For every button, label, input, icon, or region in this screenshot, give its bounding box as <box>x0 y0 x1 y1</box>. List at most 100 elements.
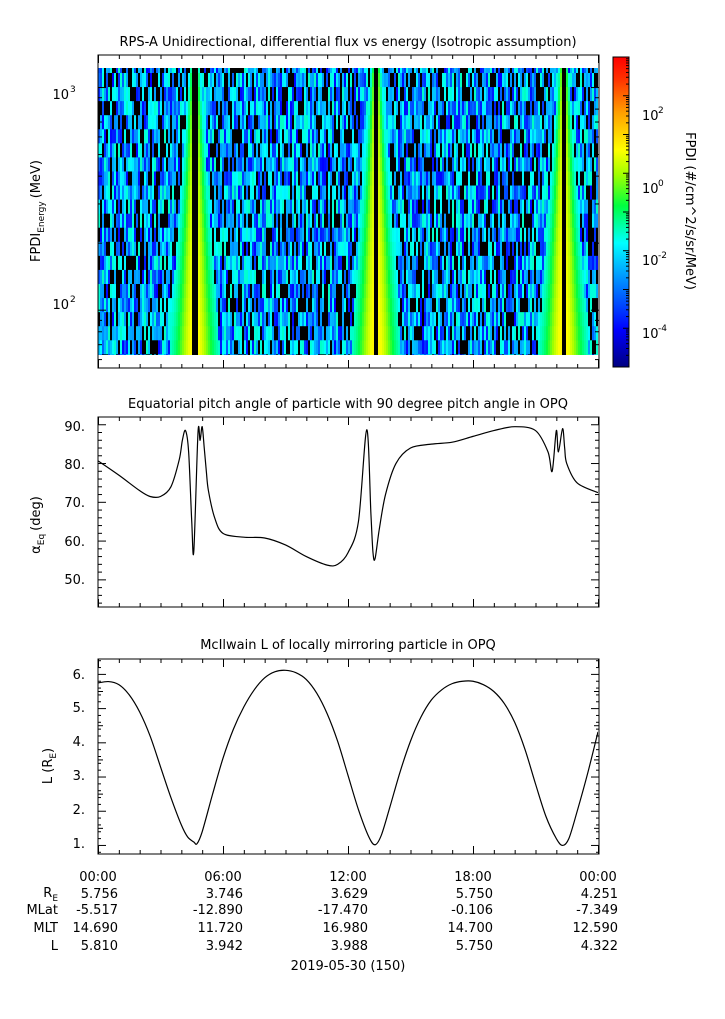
spectrogram-cell <box>132 171 135 186</box>
spectrogram-cell <box>166 68 169 73</box>
spectrogram-cell <box>396 72 399 88</box>
spectrogram-cell <box>244 283 247 299</box>
spectrogram-cell <box>382 128 385 144</box>
spectrogram-cell <box>464 185 467 200</box>
spectrogram-cell <box>156 311 159 327</box>
spectrogram-cell <box>262 199 265 214</box>
spectrogram-cell <box>456 128 459 144</box>
spectrogram-cell <box>248 128 251 144</box>
spectrogram-cell <box>178 185 181 200</box>
spectrogram-cell <box>372 325 375 341</box>
spectrogram-cell <box>226 297 229 313</box>
spectrogram-cell <box>490 171 493 186</box>
spectrogram-cell <box>318 199 321 214</box>
spectrogram-cell <box>256 297 259 313</box>
spectrogram-cell <box>382 241 385 256</box>
spectrogram-cell <box>154 353 157 355</box>
spectrogram-cell <box>116 128 119 144</box>
spectrogram-cell <box>496 325 499 341</box>
spectrogram-cell <box>490 213 493 228</box>
spectrogram-cell <box>178 241 181 256</box>
spectrogram-cell <box>334 86 337 102</box>
spectrogram-cell <box>378 325 381 341</box>
spectrogram-cell <box>166 311 169 327</box>
spectrogram-cell <box>496 171 499 186</box>
spectrogram-cell <box>386 142 389 158</box>
spectrogram-cell <box>518 269 521 284</box>
spectrogram-cell <box>210 283 213 299</box>
spectrogram-cell <box>274 142 277 158</box>
spectrogram-cell <box>160 100 163 116</box>
spectrogram-cell <box>380 213 383 228</box>
spectrogram-cell <box>304 255 307 270</box>
spectrogram-cell <box>378 185 381 200</box>
spectrogram-cell <box>526 255 529 270</box>
spectrogram-cell <box>426 86 429 102</box>
spectrogram-cell <box>398 114 401 130</box>
spectrogram-cell <box>146 142 149 158</box>
spectrogram-cell <box>268 68 271 73</box>
spectrogram-cell <box>514 311 517 327</box>
spectrogram-cell <box>524 269 527 284</box>
spectrogram-cell <box>510 283 513 299</box>
spectrogram-cell <box>380 269 383 284</box>
spectrogram-cell <box>168 128 171 144</box>
spectrogram-cell <box>372 311 375 327</box>
spectrogram-cell <box>138 199 141 214</box>
spectrogram-cell <box>312 353 315 355</box>
spectrogram-cell <box>524 86 527 102</box>
spectrogram-cell <box>462 339 465 355</box>
spectrogram-cell <box>368 142 371 158</box>
spectrogram-cell <box>242 213 245 228</box>
spectrogram-cell <box>250 185 253 200</box>
spectrogram-cell <box>148 241 151 256</box>
spectrogram-cell <box>358 213 361 228</box>
spectrogram-cell <box>266 255 269 270</box>
spectrogram-cell <box>166 199 169 214</box>
spectrogram-cell <box>514 297 517 313</box>
spectrogram-cell <box>290 283 293 299</box>
spectrogram-cell <box>246 171 249 186</box>
spectrogram-cell <box>230 156 233 172</box>
spectrogram-cell <box>510 213 513 228</box>
spectrogram-cell <box>110 353 113 355</box>
spectrogram-cell <box>468 72 471 88</box>
spectrogram-cell <box>280 86 283 102</box>
spectrogram-cell <box>336 269 339 284</box>
spectrogram-cell <box>212 227 215 242</box>
spectrogram-cell <box>102 353 105 355</box>
spectrogram-cell <box>168 283 171 299</box>
spectrogram-cell <box>154 128 157 144</box>
spectrogram-cell <box>376 311 379 327</box>
spectrogram-cell <box>250 199 253 214</box>
spectrogram-cell <box>356 128 359 144</box>
spectrogram-cell <box>374 114 377 130</box>
spectrogram-cell <box>350 269 353 284</box>
spectrogram-cell <box>242 185 245 200</box>
spectrogram-cell <box>342 185 345 200</box>
spectrogram-cell <box>228 72 231 88</box>
spectrogram-cell <box>388 86 391 102</box>
spectrogram-cell <box>480 297 483 313</box>
spectrogram-cell <box>434 171 437 186</box>
spectrogram-cell <box>126 213 129 228</box>
spectrogram-cell <box>308 72 311 88</box>
spectrogram-cell <box>438 255 441 270</box>
spectrogram-cell <box>448 283 451 299</box>
spectrogram-cell <box>254 128 257 144</box>
spectrogram-cell <box>438 213 441 228</box>
spectrogram-cell <box>258 255 261 270</box>
spectrogram-cell <box>180 142 183 158</box>
spectrogram-cell <box>124 339 127 355</box>
spectrogram-cell <box>234 114 237 130</box>
spectrogram-cell <box>118 311 121 327</box>
spectrogram-cell <box>170 199 173 214</box>
spectrogram-cell <box>356 213 359 228</box>
spectrogram-cell <box>414 100 417 116</box>
spectrogram-cell <box>162 353 165 355</box>
spectrogram-cell <box>394 128 397 144</box>
spectrogram-cell <box>144 213 147 228</box>
spectrogram-cell <box>504 114 507 130</box>
spectrogram-cell <box>312 241 315 256</box>
spectrogram-cell <box>446 185 449 200</box>
